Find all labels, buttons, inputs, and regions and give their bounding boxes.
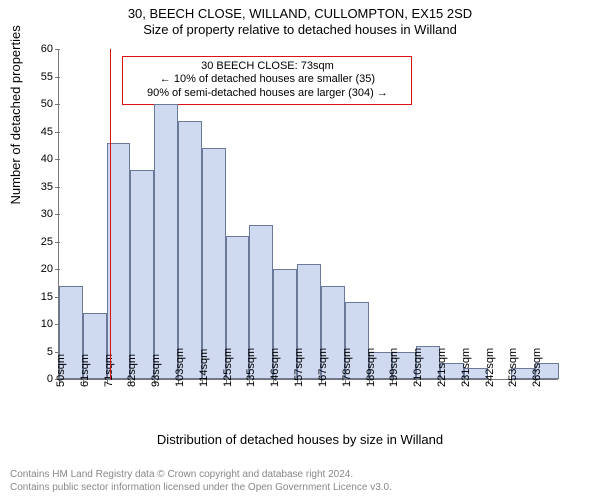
x-tick-label: 114sqm [198, 349, 210, 387]
x-tick-label: 146sqm [269, 348, 281, 387]
y-tick: 30 [41, 208, 59, 220]
x-tick-label: 50sqm [55, 354, 67, 387]
chart-container: Number of detached properties 30 BEECH C… [0, 42, 600, 442]
x-tick-label: 103sqm [174, 348, 186, 387]
y-tick: 25 [41, 236, 59, 248]
x-tick-label: 210sqm [412, 348, 424, 387]
histogram-bar [202, 148, 226, 379]
x-tick-label: 135sqm [245, 348, 257, 387]
x-axis-label: Distribution of detached houses by size … [0, 432, 600, 447]
x-tick-label: 189sqm [365, 348, 377, 387]
y-tick: 45 [41, 126, 59, 138]
histogram-bar [130, 170, 154, 379]
y-tick: 40 [41, 153, 59, 165]
x-tick-label: 82sqm [126, 354, 138, 387]
footer-credits: Contains HM Land Registry data © Crown c… [10, 469, 392, 494]
callout-line-2: ← 10% of detached houses are smaller (35… [129, 73, 405, 87]
x-tick-label: 242sqm [484, 348, 496, 387]
title-line-1: 30, BEECH CLOSE, WILLAND, CULLOMPTON, EX… [0, 6, 600, 22]
y-tick: 60 [41, 43, 59, 55]
y-axis-label: Number of detached properties [8, 25, 23, 204]
y-tick: 50 [41, 98, 59, 110]
y-tick: 35 [41, 181, 59, 193]
footer-line-2: Contains public sector information licen… [10, 482, 392, 495]
chart-title-block: 30, BEECH CLOSE, WILLAND, CULLOMPTON, EX… [0, 0, 600, 39]
histogram-bar [154, 104, 178, 379]
x-tick-label: 263sqm [531, 348, 543, 387]
property-marker-line [110, 49, 111, 379]
plot-area: 30 BEECH CLOSE: 73sqm ← 10% of detached … [58, 50, 558, 380]
x-tick-label: 71sqm [103, 354, 115, 387]
title-line-2: Size of property relative to detached ho… [0, 22, 600, 38]
callout-box: 30 BEECH CLOSE: 73sqm ← 10% of detached … [122, 56, 412, 105]
x-tick-label: 231sqm [460, 348, 472, 387]
x-tick-label: 93sqm [150, 354, 162, 387]
callout-line-3: 90% of semi-detached houses are larger (… [129, 87, 405, 101]
footer-line-1: Contains HM Land Registry data © Crown c… [10, 469, 392, 482]
x-tick-label: 253sqm [507, 348, 519, 387]
x-tick-label: 125sqm [222, 348, 234, 387]
x-tick-label: 167sqm [317, 348, 329, 387]
x-tick-label: 178sqm [341, 348, 353, 387]
callout-line-1: 30 BEECH CLOSE: 73sqm [129, 60, 405, 74]
y-tick: 55 [41, 71, 59, 83]
histogram-bar [178, 121, 202, 380]
x-tick-label: 199sqm [388, 348, 400, 387]
x-tick-label: 61sqm [79, 354, 91, 387]
y-tick: 10 [41, 318, 59, 330]
y-tick: 20 [41, 263, 59, 275]
x-tick-label: 221sqm [436, 348, 448, 387]
y-tick: 15 [41, 291, 59, 303]
x-tick-label: 157sqm [293, 348, 305, 387]
